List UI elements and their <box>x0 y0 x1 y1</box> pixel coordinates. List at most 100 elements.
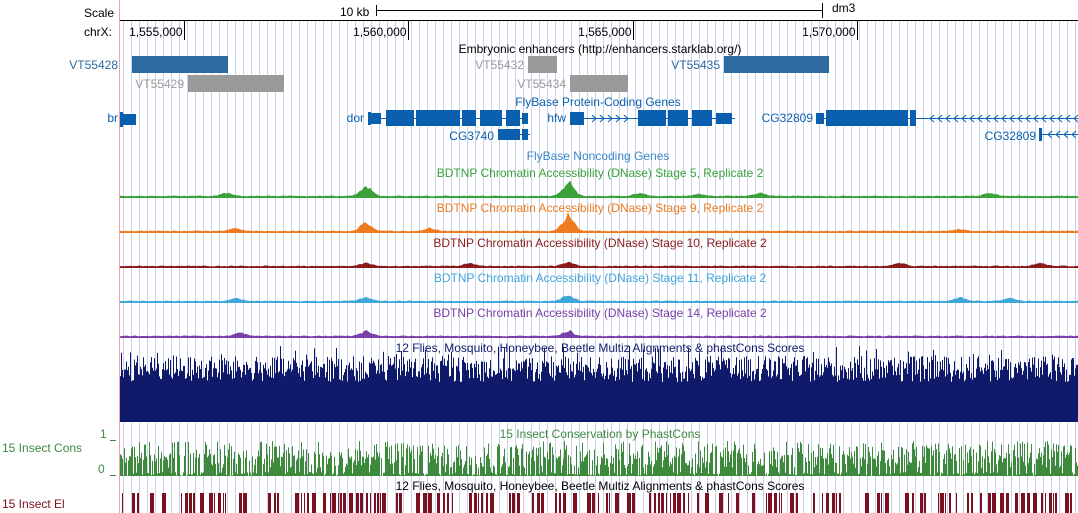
conserved-elements[interactable] <box>122 493 1072 513</box>
coding-genes-track-title[interactable]: FlyBase Protein-Coding Genes <box>515 95 680 109</box>
phastcons-bar <box>592 460 593 476</box>
gene-label[interactable]: hfw <box>547 111 566 125</box>
dnase-stage11-title[interactable]: BDTNP Chromatin Accessibility (DNase) St… <box>434 271 767 285</box>
multiz-bar <box>1075 368 1076 392</box>
multiz-bar <box>166 370 167 392</box>
multiz-bar <box>780 379 781 392</box>
phastcons-bar <box>941 472 942 476</box>
phastcons-bar <box>557 459 558 476</box>
dnase-stage9-signal[interactable] <box>119 211 1078 233</box>
phastcons-bar <box>219 472 220 476</box>
elements-track-title[interactable]: 12 Flies, Mosquito, Honeybee, Beetle Mul… <box>396 479 805 493</box>
gene-hfw[interactable]: hfw <box>547 110 735 126</box>
enhancer-block[interactable] <box>724 56 829 73</box>
gene-label[interactable]: CG3740 <box>449 129 494 143</box>
gene-label[interactable]: CG32809 <box>985 129 1037 143</box>
multiz-signal[interactable] <box>120 346 1078 422</box>
enhancer-label[interactable]: VT55432 <box>475 58 524 72</box>
multiz-bar <box>608 379 609 392</box>
enhancers-track-title[interactable]: Embryonic enhancers (http://enhancers.st… <box>459 42 742 56</box>
multiz-track-title[interactable]: 12 Flies, Mosquito, Honeybee, Beetle Mul… <box>396 341 805 355</box>
dnase-stage14-title[interactable]: BDTNP Chromatin Accessibility (DNase) St… <box>433 306 767 320</box>
phastcons-bar <box>473 474 474 476</box>
phastcons-bar <box>432 443 433 476</box>
multiz-bar <box>967 367 968 392</box>
phastcons-track-title[interactable]: 15 Insect Conservation by PhastCons <box>500 427 701 441</box>
element-block <box>1021 493 1025 513</box>
multiz-bar <box>443 365 444 392</box>
multiz-bar <box>979 367 980 392</box>
multiz-bar <box>881 366 882 392</box>
phastcons-side-label[interactable]: 15 Insect Cons <box>2 441 82 455</box>
multiz-bar <box>182 371 183 392</box>
dnase-stage11-signal[interactable] <box>119 295 1078 303</box>
dnase-stage14-signal[interactable] <box>119 329 1078 338</box>
enhancer-feature-vt55428[interactable]: VT55428 <box>69 56 228 73</box>
dnase-stage10-title[interactable]: BDTNP Chromatin Accessibility (DNase) St… <box>433 236 767 250</box>
gene-label[interactable]: dor <box>347 111 364 125</box>
element-block <box>360 493 363 513</box>
element-block <box>162 493 166 513</box>
gene-cg3740[interactable]: CG3740 <box>449 129 530 143</box>
phastcons-bar <box>121 455 122 476</box>
phastcons-bar <box>381 458 382 476</box>
phastcons-bar <box>656 460 657 476</box>
gene-label[interactable]: CG32809 <box>762 111 814 125</box>
element-block <box>517 493 520 513</box>
noncoding-genes-track-title[interactable]: FlyBase Noncoding Genes <box>527 149 670 163</box>
dnase-stage5-signal[interactable] <box>119 180 1078 198</box>
multiz-bar <box>910 356 911 392</box>
phastcons-bar <box>201 472 202 476</box>
enhancer-block[interactable] <box>528 56 557 73</box>
multiz-bar <box>236 371 237 392</box>
phastcons-bar <box>750 474 751 476</box>
phastcons-bar <box>725 447 726 476</box>
gene-br[interactable]: br <box>107 111 136 127</box>
multiz-bar <box>923 365 924 392</box>
dnase-stage10-signal[interactable] <box>119 261 1078 268</box>
elements-side-label[interactable]: 15 Insect El <box>2 497 65 511</box>
enhancer-feature-vt55435[interactable]: VT55435 <box>671 56 829 73</box>
multiz-bar <box>416 376 417 392</box>
phastcons-bar <box>576 445 577 476</box>
enhancer-label[interactable]: VT55429 <box>135 77 184 91</box>
multiz-bar <box>858 364 859 392</box>
multiz-bar <box>273 378 274 392</box>
multiz-bar <box>602 376 603 392</box>
gene-label[interactable]: br <box>107 111 118 125</box>
enhancer-feature-vt55434[interactable]: VT55434 <box>517 75 628 92</box>
multiz-bar <box>1072 358 1073 392</box>
phastcons-bar <box>732 467 733 476</box>
element-block <box>826 493 829 513</box>
enhancer-block[interactable] <box>188 75 284 92</box>
dnase-stage5-title[interactable]: BDTNP Chromatin Accessibility (DNase) St… <box>437 166 764 180</box>
phastcons-signal[interactable] <box>120 441 1078 476</box>
strand-arrow <box>985 114 991 123</box>
multiz-bar <box>340 379 341 392</box>
element-block <box>697 493 699 513</box>
multiz-bar <box>596 371 597 392</box>
multiz-bar <box>483 381 484 392</box>
enhancer-label[interactable]: VT55434 <box>517 77 566 91</box>
enhancer-block[interactable] <box>570 75 628 92</box>
enhancer-label[interactable]: VT55428 <box>69 58 118 72</box>
phastcons-bar <box>986 472 987 476</box>
phastcons-bar <box>680 472 681 476</box>
phastcons-bar <box>927 447 928 476</box>
gene-cg32809-short[interactable]: CG32809 <box>985 128 1078 143</box>
dnase-stage9-title[interactable]: BDTNP Chromatin Accessibility (DNase) St… <box>437 201 764 215</box>
element-block <box>836 493 837 513</box>
enhancer-feature-vt55432[interactable]: VT55432 <box>475 56 557 73</box>
multiz-bar <box>748 359 749 392</box>
multiz-bar <box>254 373 255 392</box>
phastcons-bar <box>706 461 707 476</box>
element-block <box>1027 493 1030 513</box>
gene-dor[interactable]: dor <box>347 110 528 126</box>
enhancer-block[interactable] <box>132 56 228 73</box>
multiz-bar <box>633 358 634 392</box>
enhancer-feature-vt55429[interactable]: VT55429 <box>135 75 284 92</box>
gene-cg32809[interactable]: CG32809 <box>762 110 1078 126</box>
phastcons-bar <box>289 453 290 476</box>
enhancer-label[interactable]: VT55435 <box>671 58 720 72</box>
